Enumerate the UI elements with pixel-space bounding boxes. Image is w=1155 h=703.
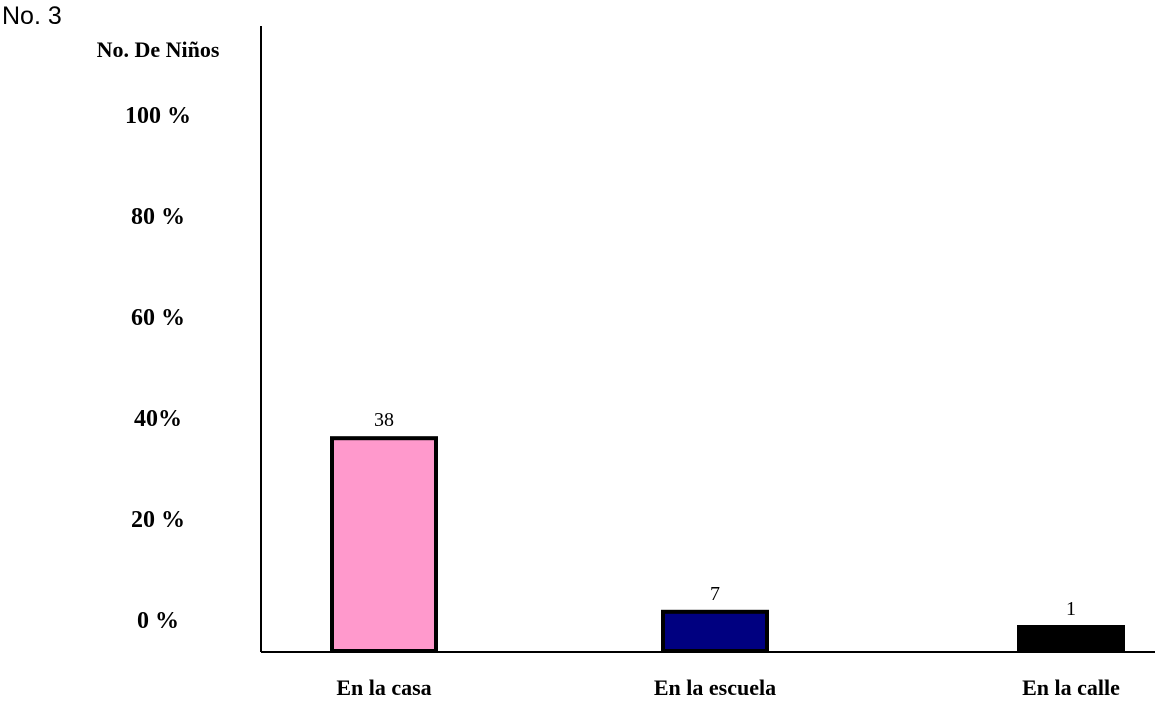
- x-tick-label: En la escuela: [654, 675, 776, 700]
- figure-number: No. 3: [2, 2, 62, 30]
- y-axis-title: No. De Niños: [97, 37, 220, 62]
- data-labels: 38 7 1: [374, 409, 1076, 620]
- x-tick-labels: En la casa En la escuela En la calle: [336, 675, 1120, 700]
- y-tick-label: 0 %: [137, 608, 179, 634]
- bar: [330, 436, 438, 654]
- y-tick-label: 20 %: [131, 507, 185, 533]
- y-tick-label: 40%: [134, 406, 182, 432]
- x-tick-label: En la casa: [336, 675, 431, 700]
- bar: [661, 609, 769, 653]
- y-tick-label: 80 %: [131, 204, 185, 230]
- y-tick-labels: 0 % 20 % 40% 60 % 80 % 100 %: [125, 103, 191, 634]
- data-label: 1: [1066, 598, 1076, 620]
- bars: [330, 436, 1125, 654]
- data-label: 7: [710, 583, 720, 605]
- y-tick-label: 60 %: [131, 305, 185, 331]
- x-tick-label: En la calle: [1022, 675, 1120, 700]
- bar: [1017, 625, 1125, 653]
- y-tick-label: 100 %: [125, 103, 191, 129]
- data-label: 38: [374, 409, 394, 431]
